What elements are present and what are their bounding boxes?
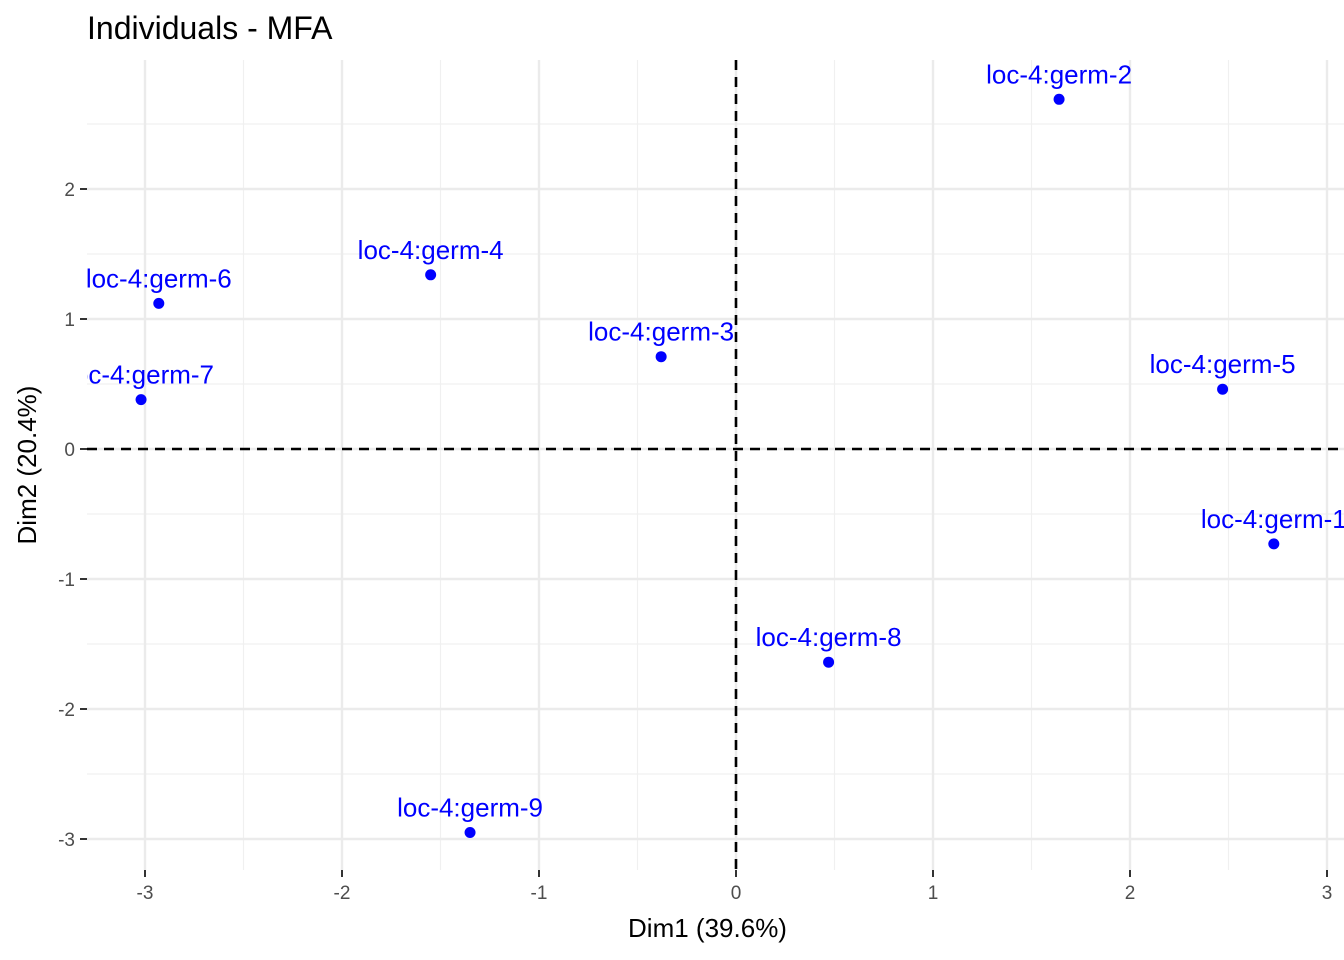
point-label: loc-4:germ-2 [986,59,1132,89]
y-tick-label: -1 [58,570,75,591]
data-point [153,298,164,309]
x-tick-label: -2 [334,883,351,904]
axes: -3 -2 -1 0 1 2 3 -3 -2 -1 0 1 2 Dim1 (39.6%) Dim2 (20.… [12,180,1332,943]
y-tick-label: 1 [64,310,75,331]
data-point [1054,94,1065,105]
data-point [823,657,834,668]
plot-panel: loc-4:germ-2 loc-4:germ-4 loc-4:germ-6 loc-… [68,59,1344,870]
point-label: loc-4:germ-5 [1150,349,1296,379]
point-label: loc-4:germ-9 [397,793,543,823]
data-point [465,827,476,838]
x-axis-title: Dim1 (39.6%) [628,913,787,943]
data-point [1268,538,1279,549]
x-tick-label: -1 [531,883,548,904]
x-tick-label: 3 [1322,883,1333,904]
point-label: loc-4:germ-7 [68,360,214,390]
y-axis-title: Dim2 (20.4%) [12,386,42,545]
y-tick-label: -2 [58,700,75,721]
data-point [136,394,147,405]
data-point [1217,384,1228,395]
data-point [656,351,667,362]
x-tick-label: 0 [731,883,742,904]
point-label: loc-4:germ-1 [1201,504,1344,534]
x-tick-label: -3 [137,883,154,904]
y-tick-label: 0 [64,440,75,461]
x-tick-label: 2 [1125,883,1136,904]
point-label: loc-4:germ-4 [358,235,504,265]
y-tick-label: 2 [64,180,75,201]
point-label: loc-4:germ-3 [588,317,734,347]
x-tick-label: 1 [928,883,939,904]
point-label: loc-4:germ-6 [86,263,232,293]
y-tick-label: -3 [58,830,75,851]
point-label: loc-4:germ-8 [756,622,902,652]
data-point [425,269,436,280]
